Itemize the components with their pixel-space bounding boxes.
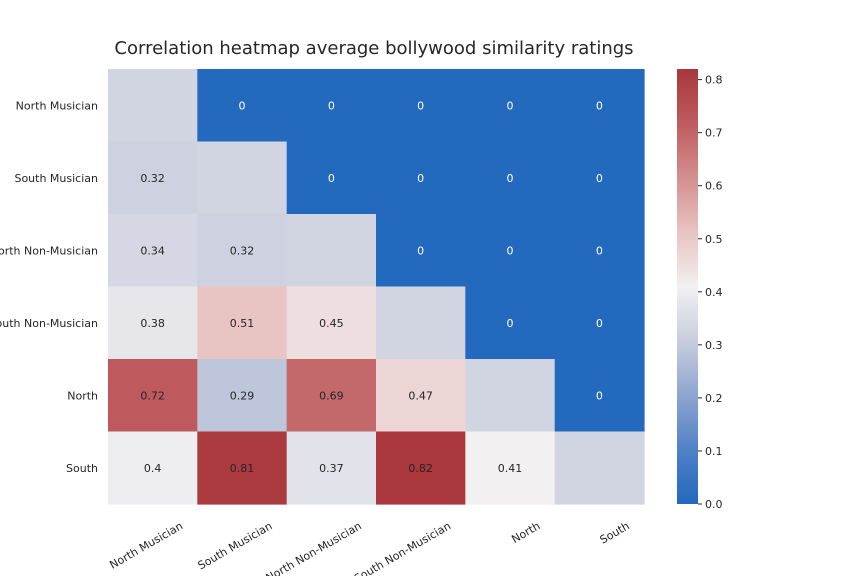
heatmap-cell-2-5 [554, 214, 645, 288]
heatmap-cell-3-4 [465, 286, 556, 360]
heatmap-cell-4-5 [554, 359, 645, 433]
heatmap-cell-2-4 [465, 214, 556, 288]
cell-annotation: 0 [507, 99, 514, 112]
heatmap-cell-3-2 [286, 286, 377, 360]
heatmap-cell-3-5 [554, 286, 645, 360]
colorbar-tick-label: 0.3 [705, 339, 723, 352]
colorbar-tick-label: 0.7 [705, 127, 723, 140]
x-tick-label: South [598, 519, 632, 546]
colorbar: 0.0 0.1 0.2 0.3 0.4 0.5 0.6 0.7 0.8 [677, 69, 723, 511]
cell-annotation: 0 [328, 99, 335, 112]
heatmap-cell-4-1 [197, 359, 288, 433]
cell-annotations: 0 0 0 0 0 0.32 0 0 0 0 0.34 0.32 0 0 0 0.38 0.51 0.45 0 0 0.… [140, 99, 602, 475]
cell-annotation: 0 [507, 244, 514, 257]
heatmap-cell-3-0 [108, 286, 198, 360]
cell-annotation: 0.72 [140, 389, 165, 402]
colorbar-tick-label: 0.6 [705, 180, 723, 193]
y-tick-label: South [66, 462, 98, 475]
cell-annotation: 0.4 [144, 462, 162, 475]
x-tick-label: South Non-Musician [352, 519, 453, 576]
cell-annotation: 0.51 [230, 317, 255, 330]
colorbar-ticks: 0.0 0.1 0.2 0.3 0.4 0.5 0.6 0.7 0.8 [698, 74, 723, 511]
heatmap-cell-4-2 [286, 359, 377, 433]
cell-annotation: 0.29 [230, 389, 255, 402]
y-tick-label: North Musician [16, 99, 98, 112]
cell-annotation: 0 [328, 172, 335, 185]
heatmap-cell-1-5 [554, 141, 645, 215]
chart-title: Correlation heatmap average bollywood si… [114, 38, 633, 59]
cell-annotation: 0 [596, 244, 603, 257]
colorbar-tick-label: 0.5 [705, 233, 723, 246]
heatmap-cell-1-3 [376, 141, 466, 215]
cell-annotation: 0 [417, 244, 424, 257]
cell-annotation: 0.41 [498, 462, 523, 475]
colorbar-tick-label: 0.0 [705, 498, 723, 511]
heatmap-cell-3-3 [376, 286, 466, 360]
cell-annotation: 0 [596, 172, 603, 185]
cell-annotation: 0 [239, 99, 246, 112]
cell-annotation: 0.81 [230, 462, 255, 475]
heatmap-cell-3-1 [197, 286, 288, 360]
cell-annotation: 0 [596, 317, 603, 330]
x-tick-label: North Non-Musician [264, 519, 364, 576]
colorbar-tick-label: 0.8 [705, 74, 723, 87]
heatmap-cell-0-3 [376, 69, 466, 143]
y-tick-label: South Non-Musician [0, 317, 98, 330]
heatmap-cell-1-1 [197, 141, 288, 215]
cell-annotation: 0.82 [408, 462, 433, 475]
heatmap-cell-0-5 [554, 69, 645, 143]
cell-annotation: 0.37 [319, 462, 344, 475]
heatmap-cell-5-3 [376, 431, 466, 505]
cell-annotation: 0 [596, 99, 603, 112]
y-tick-label: South Musician [14, 172, 98, 185]
colorbar-tick-label: 0.2 [705, 392, 723, 405]
heatmap-cells [108, 69, 645, 505]
cell-annotation: 0 [417, 172, 424, 185]
heatmap-cell-2-0 [108, 214, 198, 288]
heatmap-cell-1-2 [286, 141, 377, 215]
cell-annotation: 0.47 [408, 389, 433, 402]
heatmap-cell-5-1 [197, 431, 288, 505]
y-tick-labels: North Musician South Musician North Non-Mu… [0, 99, 98, 475]
cell-annotation: 0.38 [140, 317, 165, 330]
colorbar-tick-label: 0.1 [705, 445, 723, 458]
x-tick-label: North Musician [107, 519, 185, 571]
colorbar-gradient [677, 69, 698, 504]
heatmap-cell-0-1 [197, 69, 288, 143]
cell-annotation: 0.32 [230, 244, 255, 257]
heatmap-cell-5-4 [465, 431, 556, 505]
cell-annotation: 0 [417, 99, 424, 112]
cell-annotation: 0 [507, 317, 514, 330]
cell-annotation: 0 [596, 389, 603, 402]
cell-annotation: 0.34 [140, 244, 165, 257]
heatmap-cell-2-2 [286, 214, 377, 288]
cell-annotation: 0.69 [319, 389, 344, 402]
heatmap-cell-1-0 [108, 141, 198, 215]
y-tick-label: North [67, 389, 98, 402]
heatmap-cell-5-5 [554, 431, 645, 505]
x-tick-label: North [509, 519, 542, 546]
colorbar-tick-label: 0.4 [705, 286, 723, 299]
cell-annotation: 0.32 [140, 172, 165, 185]
heatmap-cell-0-2 [286, 69, 377, 143]
x-tick-label: South Musician [196, 519, 275, 572]
cell-annotation: 0 [507, 172, 514, 185]
heatmap-cell-5-2 [286, 431, 377, 505]
heatmap-cell-2-1 [197, 214, 288, 288]
heatmap-cell-0-4 [465, 69, 556, 143]
heatmap-cell-5-0 [108, 431, 198, 505]
heatmap-cell-2-3 [376, 214, 466, 288]
heatmap-cell-1-4 [465, 141, 556, 215]
heatmap-cell-4-3 [376, 359, 466, 433]
cell-annotation: 0.45 [319, 317, 344, 330]
heatmap-cell-4-0 [108, 359, 198, 433]
y-tick-label: North Non-Musician [0, 244, 98, 257]
heatmap-cell-0-0 [108, 69, 198, 143]
heatmap-cell-4-4 [465, 359, 556, 433]
